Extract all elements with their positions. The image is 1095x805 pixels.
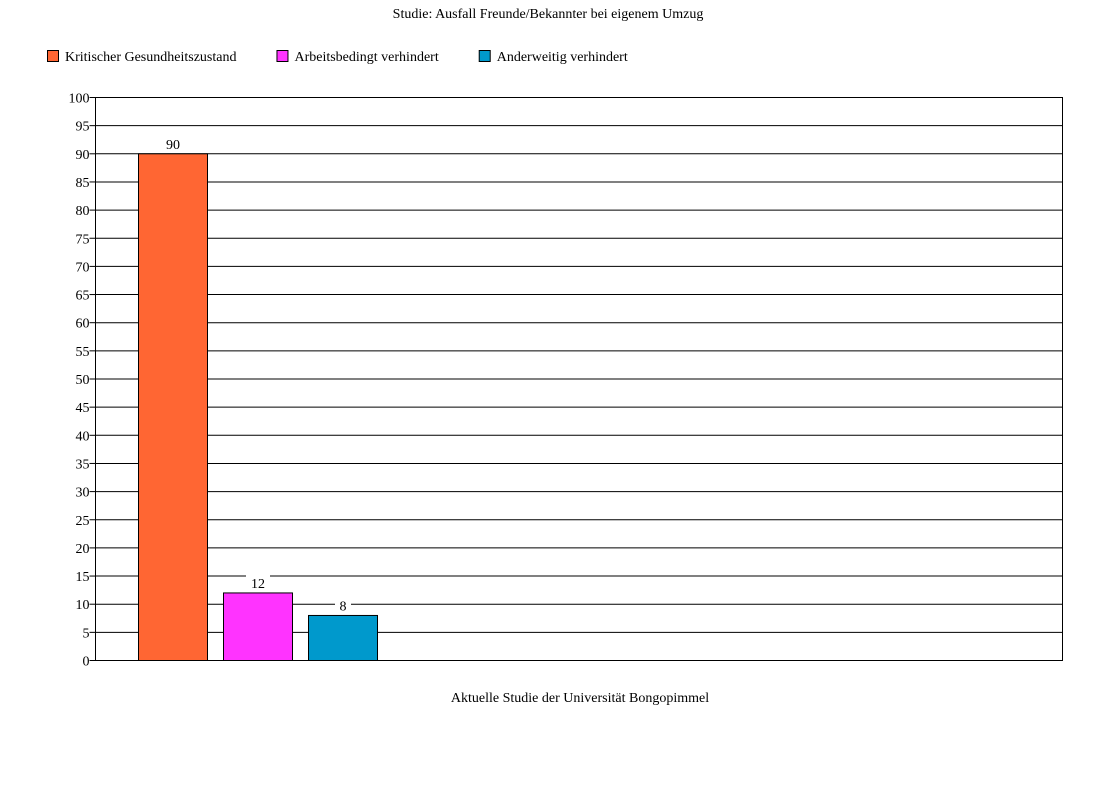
y-tick-label: 5 xyxy=(83,626,90,641)
y-tick-label: 100 xyxy=(69,92,90,107)
x-axis-label: Aktuelle Studie der Universität Bongopim… xyxy=(451,691,709,706)
data-label: 90 xyxy=(166,138,180,153)
data-label: 12 xyxy=(251,577,265,592)
bar xyxy=(223,592,293,661)
y-tick-label: 40 xyxy=(76,429,90,444)
legend-label: Arbeitsbedingt verhindert xyxy=(294,50,438,65)
y-tick-label: 35 xyxy=(76,457,90,472)
y-tick-label: 45 xyxy=(76,401,90,416)
y-axis: 0 5 10 15 20 25 30 35 40 45 50 55 60 65 70 75 80 85 90 95 10… xyxy=(69,92,96,670)
legend-item: Arbeitsbedingt verhindert xyxy=(276,50,439,65)
y-tick-label: 65 xyxy=(76,289,90,304)
data-label-bg xyxy=(335,596,351,614)
y-tick-label: 10 xyxy=(76,598,90,613)
data-label-bg xyxy=(161,134,185,152)
y-tick-label: 55 xyxy=(76,345,90,360)
y-tick-label: 70 xyxy=(76,260,90,275)
y-tick-label: 20 xyxy=(76,542,90,557)
legend-swatch xyxy=(47,50,59,62)
bars: 90 12 8 xyxy=(138,134,378,662)
data-label: 8 xyxy=(340,599,347,614)
y-tick-label: 25 xyxy=(76,514,90,529)
legend-swatch xyxy=(478,50,491,62)
chart-title: Studie: Ausfall Freunde/Bekannter bei ei… xyxy=(393,7,704,22)
data-label-bg xyxy=(246,573,270,591)
y-tick-label: 80 xyxy=(76,204,90,219)
y-tick-label: 15 xyxy=(76,570,90,585)
legend-label: Anderweitig verhindert xyxy=(497,50,628,65)
y-tick-label: 85 xyxy=(76,176,90,191)
legend-label: Kritischer Gesundheitszustand xyxy=(65,50,236,65)
legend-item: Anderweitig verhindert xyxy=(478,50,628,65)
y-tick-label: 75 xyxy=(76,232,90,247)
legend: Kritischer Gesundheitszustand Arbeitsbedi… xyxy=(47,50,628,65)
bar xyxy=(308,614,378,662)
y-tick-label: 30 xyxy=(76,486,90,501)
y-tick-label: 95 xyxy=(76,120,90,135)
y-tick-label: 50 xyxy=(76,373,90,388)
legend-item: Kritischer Gesundheitszustand xyxy=(47,50,236,65)
gridlines xyxy=(95,125,1063,633)
y-tick-label: 0 xyxy=(83,655,90,670)
bar xyxy=(138,153,208,662)
legend-swatch xyxy=(276,50,289,62)
y-tick-label: 60 xyxy=(76,317,90,332)
plot-frame xyxy=(95,97,1063,661)
y-tick-label: 90 xyxy=(76,148,90,163)
